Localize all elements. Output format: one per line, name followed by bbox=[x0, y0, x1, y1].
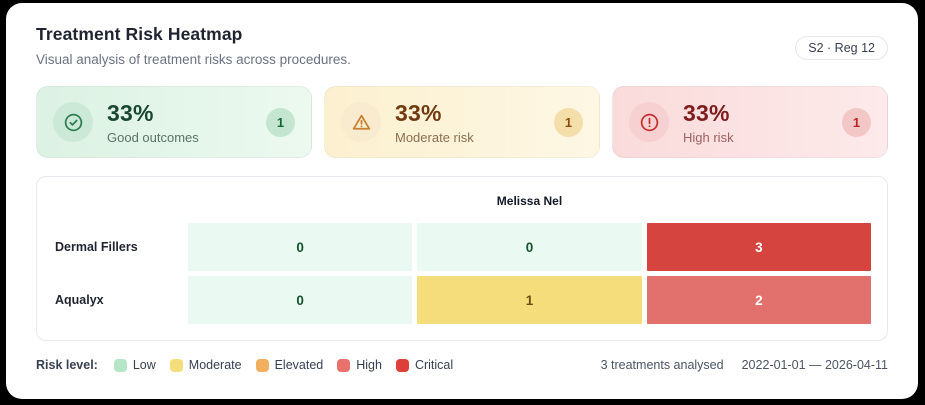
stat-label: Good outcomes bbox=[107, 129, 199, 145]
legend-item-moderate: Moderate bbox=[169, 358, 242, 372]
heatmap-cell[interactable]: 0 bbox=[417, 223, 642, 271]
legend-item-label: High bbox=[356, 358, 382, 372]
date-range: 2022-01-01 — 2026-04-11 bbox=[741, 358, 888, 372]
stat-card-moderate-risk: 33% Moderate risk 1 bbox=[324, 86, 600, 158]
footer-meta: 3 treatments analysed 2022-01-01 — 2026-… bbox=[601, 358, 888, 372]
heatmap-grid: Melissa Nel Dermal Fillers 0 0 3 Aqualyx… bbox=[53, 190, 871, 324]
stat-percent: 33% bbox=[683, 99, 730, 126]
legend-title: Risk level: bbox=[36, 358, 98, 372]
heatmap-cell[interactable]: 3 bbox=[646, 223, 871, 271]
legend-item-low: Low bbox=[113, 358, 156, 372]
alert-circle-icon bbox=[629, 102, 669, 142]
card-footer: Risk level: Low Moderate Elevated High C… bbox=[36, 358, 888, 372]
high-swatch bbox=[337, 358, 351, 372]
check-circle-icon bbox=[53, 102, 93, 142]
stat-text: 33% Good outcomes bbox=[107, 100, 199, 145]
legend-item-label: Critical bbox=[414, 358, 454, 372]
heatmap-column-header: Melissa Nel bbox=[496, 194, 563, 208]
treatment-risk-heatmap-card: Treatment Risk Heatmap Visual analysis o… bbox=[6, 3, 918, 399]
legend-item-label: Moderate bbox=[188, 358, 242, 372]
stat-count-badge: 1 bbox=[842, 107, 871, 137]
stat-label: High risk bbox=[683, 129, 734, 145]
legend-item-elevated: Elevated bbox=[255, 358, 324, 372]
page-subtitle: Visual analysis of treatment risks acros… bbox=[36, 52, 351, 67]
legend-item-critical: Critical bbox=[395, 358, 454, 372]
elevated-swatch bbox=[255, 358, 269, 372]
stat-card-good-outcomes: 33% Good outcomes 1 bbox=[36, 86, 312, 158]
heatmap-corner-spacer bbox=[53, 190, 183, 218]
stat-text: 33% Moderate risk bbox=[395, 100, 474, 145]
status-badge: S2 · Reg 12 bbox=[795, 36, 888, 60]
stat-count-badge: 1 bbox=[554, 107, 583, 137]
header-text: Treatment Risk Heatmap Visual analysis o… bbox=[36, 24, 351, 67]
heatmap-cell[interactable]: 0 bbox=[188, 276, 413, 324]
heatmap-cell[interactable]: 2 bbox=[646, 276, 871, 324]
stat-count-badge: 1 bbox=[266, 107, 295, 137]
treatments-analysed-text: 3 treatments analysed bbox=[600, 358, 724, 372]
stat-cards-row: 33% Good outcomes 1 33% Moderate risk 1 bbox=[36, 86, 888, 158]
moderate-swatch bbox=[169, 358, 183, 372]
stat-text: 33% High risk bbox=[683, 100, 734, 145]
heatmap-cell[interactable]: 0 bbox=[188, 223, 413, 271]
legend-item-label: Low bbox=[132, 358, 156, 372]
low-swatch bbox=[113, 358, 127, 372]
heatmap-container: Melissa Nel Dermal Fillers 0 0 3 Aqualyx… bbox=[36, 176, 888, 341]
page-title: Treatment Risk Heatmap bbox=[36, 24, 243, 44]
stat-percent: 33% bbox=[395, 99, 442, 126]
legend-item-high: High bbox=[337, 358, 382, 372]
risk-legend: Risk level: Low Moderate Elevated High C… bbox=[36, 358, 453, 372]
heatmap-row-label: Dermal Fillers bbox=[55, 240, 138, 254]
warning-triangle-icon bbox=[341, 102, 381, 142]
stat-card-high-risk: 33% High risk 1 bbox=[612, 86, 888, 158]
stat-percent: 33% bbox=[107, 99, 154, 126]
stat-label: Moderate risk bbox=[395, 129, 474, 145]
heatmap-row-label: Aqualyx bbox=[55, 293, 104, 307]
critical-swatch bbox=[395, 358, 409, 372]
legend-item-label: Elevated bbox=[274, 358, 324, 372]
card-header: Treatment Risk Heatmap Visual analysis o… bbox=[36, 24, 888, 67]
heatmap-cell[interactable]: 1 bbox=[417, 276, 642, 324]
